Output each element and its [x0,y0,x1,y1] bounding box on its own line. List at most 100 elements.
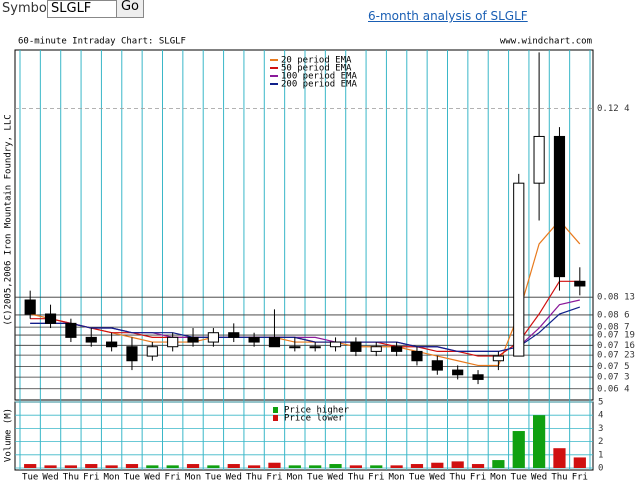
x-tick-label: Fri [165,473,181,483]
y-tick-label: 0.06 4 [597,384,630,394]
volume-bar [248,465,261,468]
volume-tick-label: 4 [598,411,603,421]
volume-label: Volume (M) [4,408,14,462]
volume-bar [227,464,240,468]
candle-body [370,346,382,352]
candle-body [492,355,504,362]
candle-body [350,341,362,352]
legend-swatch [273,415,278,421]
y-tick-label: 0.07 19 [597,331,635,341]
volume-bar [166,465,179,468]
x-tick-label: Wed [144,473,160,483]
candle-body [574,280,586,287]
x-tick-label: Fri [572,473,588,483]
candle-body [309,346,321,349]
y-tick-label: 0.07 5 [597,362,630,372]
candle-body [24,299,36,315]
chart: 60-minute Intraday Chart: SLGLF www.wind… [4,37,635,483]
x-tick-label: Thu [551,473,567,483]
x-tick-label: Tue [511,473,527,483]
volume-bar [492,460,505,468]
volume-bar [553,448,566,468]
legend-label: 20 period EMA [281,56,352,66]
y-tick-label: 0.07 3 [597,373,630,383]
volume-bar [370,465,383,468]
volume-bar [329,464,342,468]
legend-label: Price higher [284,406,350,416]
volume-bar [349,465,362,468]
candle-body [126,346,138,362]
x-tick-label: Mon [103,473,119,483]
x-tick-label: Thu [63,473,79,483]
candle-body [533,135,545,184]
volume-bar [309,465,322,468]
candle-body [248,336,260,343]
legend-label: 100 period EMA [281,72,357,82]
volume-bar [512,431,525,468]
candle-body [411,350,423,362]
x-tick-label: Thu [450,473,466,483]
volume-tick-label: 0 [598,464,603,474]
x-tick-label: Wed [327,473,343,483]
go-button[interactable]: Go [116,0,144,18]
legend-label: 200 period EMA [281,80,357,90]
symbol-label: Symbol [2,1,51,16]
candle-body [329,341,342,348]
candle-body [207,332,219,343]
candle-body [391,346,403,352]
x-tick-label: Wed [429,473,445,483]
x-tick-label: Tue [205,473,221,483]
x-tick-label: Tue [307,473,323,483]
x-tick-label: Mon [287,473,303,483]
volume-tick-label: 5 [598,398,603,408]
volume-bar [64,465,77,468]
legend-label: 50 period EMA [281,64,352,74]
copyright: (C)2005,2006 Iron Mountain Foundry, LLC [4,114,14,325]
legend-swatch [273,407,278,413]
volume-bar [533,415,546,468]
volume-bar [288,465,301,468]
volume-frame [14,401,594,471]
volume-bar [207,465,220,468]
x-tick-label: Wed [226,473,242,483]
y-tick-label: 0.12 4 [597,104,630,114]
x-tick-label: Tue [409,473,425,483]
volume-bar [390,465,403,468]
x-tick-label: Fri [368,473,384,483]
candle-body [146,346,158,357]
analysis-link[interactable]: 6-month analysis of SLGLF [368,9,528,23]
candle-body [268,336,281,348]
x-tick-label: Thu [246,473,262,483]
candle-body [553,135,566,278]
volume-bar [146,465,159,468]
ema-line [30,306,581,353]
volume-bar [451,461,464,468]
volume-bar [105,465,118,468]
volume-tick-label: 1 [598,450,603,460]
x-tick-label: Mon [388,473,404,483]
volume-bar [410,464,424,468]
x-tick-label: Thu [348,473,364,483]
volume-tick-label: 3 [598,424,603,434]
volume-bar [573,457,586,468]
symbol-input[interactable]: SLGLF [47,0,117,18]
candle-body [452,369,464,376]
volume-bar [268,462,281,468]
volume-bar [431,462,444,468]
volume-bar [85,464,98,468]
volume-bar [471,464,485,468]
candle-body [187,336,199,343]
volume-bar [44,465,57,468]
candle-body [167,336,179,348]
x-tick-label: Fri [266,473,282,483]
x-tick-label: Wed [42,473,58,483]
volume-bar [186,464,200,468]
x-tick-label: Fri [470,473,486,483]
x-tick-label: Wed [531,473,547,483]
x-tick-label: Mon [185,473,201,483]
y-tick-label: 0.08 7 [597,323,630,333]
ema-line [30,219,581,367]
volume-tick-label: 2 [598,437,603,447]
candle-body [44,313,57,324]
